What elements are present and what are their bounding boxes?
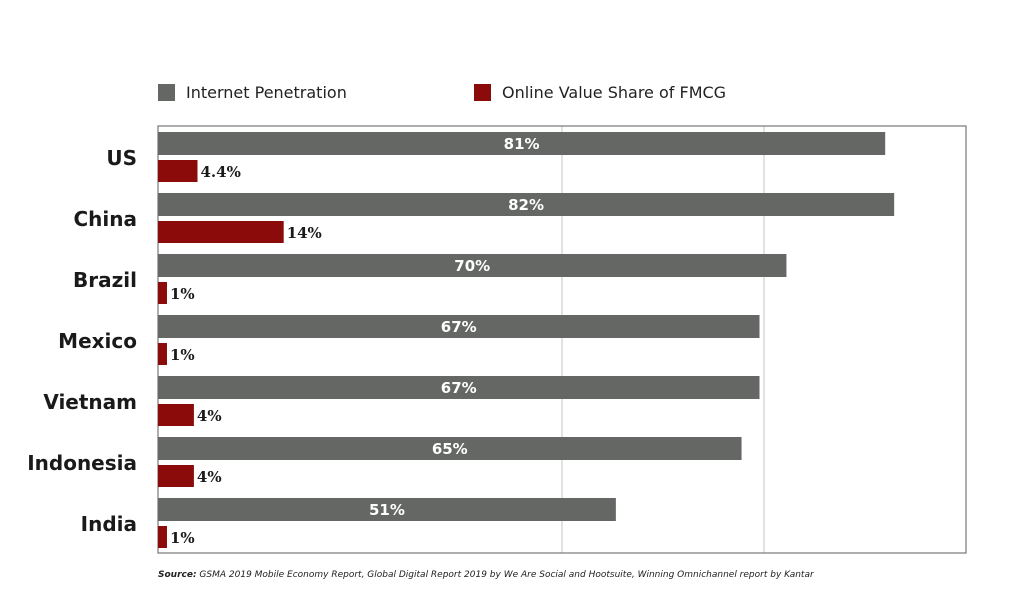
bar-internet-penetration-vietnam: [158, 376, 760, 399]
data-label-online-value-share-mexico: 1%: [170, 346, 195, 364]
legend-item-online-value-share: Online Value Share of FMCG: [474, 80, 726, 104]
legend-item-internet-penetration: Internet Penetration: [158, 80, 347, 104]
bar-online-value-share-vietnam: [158, 404, 194, 426]
data-label-internet-penetration-indonesia: 65%: [432, 440, 468, 458]
data-label-online-value-share-us: 4.4%: [201, 163, 241, 181]
data-label-online-value-share-vietnam: 4%: [197, 407, 222, 425]
data-label-internet-penetration-india: 51%: [369, 501, 405, 519]
data-label-online-value-share-indonesia: 4%: [197, 468, 222, 486]
bar-internet-penetration-india: [158, 498, 616, 521]
category-label-china: China: [73, 207, 137, 231]
bar-internet-penetration-brazil: [158, 254, 787, 277]
data-label-internet-penetration-mexico: 67%: [441, 318, 477, 336]
category-label-vietnam: Vietnam: [43, 390, 137, 414]
category-label-mexico: Mexico: [58, 329, 137, 353]
bar-online-value-share-us: [158, 160, 198, 182]
legend: Internet Penetration Online Value Share …: [0, 80, 1024, 104]
category-label-india: India: [81, 512, 137, 536]
bar-internet-penetration-mexico: [158, 315, 760, 338]
legend-label-online-value-share: Online Value Share of FMCG: [502, 82, 727, 102]
source-note: Source: GSMA 2019 Mobile Economy Report,…: [158, 570, 814, 580]
data-label-online-value-share-china: 14%: [287, 224, 322, 242]
source-text: GSMA 2019 Mobile Economy Report, Global …: [196, 570, 814, 580]
data-label-internet-penetration-brazil: 70%: [454, 257, 490, 275]
category-label-us: US: [106, 146, 137, 170]
bar-internet-penetration-china: [158, 193, 895, 216]
bar-internet-penetration-us: [158, 132, 886, 155]
category-label-indonesia: Indonesia: [27, 451, 137, 475]
bar-online-value-share-india: [158, 526, 167, 548]
data-label-internet-penetration-china: 82%: [508, 196, 544, 214]
legend-swatch-online-value-share: [474, 83, 491, 101]
data-label-online-value-share-india: 1%: [170, 529, 195, 547]
source-label: Source:: [158, 570, 197, 580]
legend-swatch-internet-penetration: [158, 83, 175, 101]
data-label-internet-penetration-us: 81%: [504, 135, 540, 153]
data-label-internet-penetration-vietnam: 67%: [441, 379, 477, 397]
bar-online-value-share-indonesia: [158, 465, 194, 487]
bar-online-value-share-brazil: [158, 282, 167, 304]
legend-label-internet-penetration: Internet Penetration: [186, 82, 347, 102]
plot-frame: [157, 125, 967, 554]
category-label-brazil: Brazil: [73, 268, 137, 292]
bar-online-value-share-china: [158, 221, 284, 243]
bar-internet-penetration-indonesia: [158, 437, 742, 460]
data-label-online-value-share-brazil: 1%: [170, 285, 195, 303]
bar-online-value-share-mexico: [158, 343, 167, 365]
